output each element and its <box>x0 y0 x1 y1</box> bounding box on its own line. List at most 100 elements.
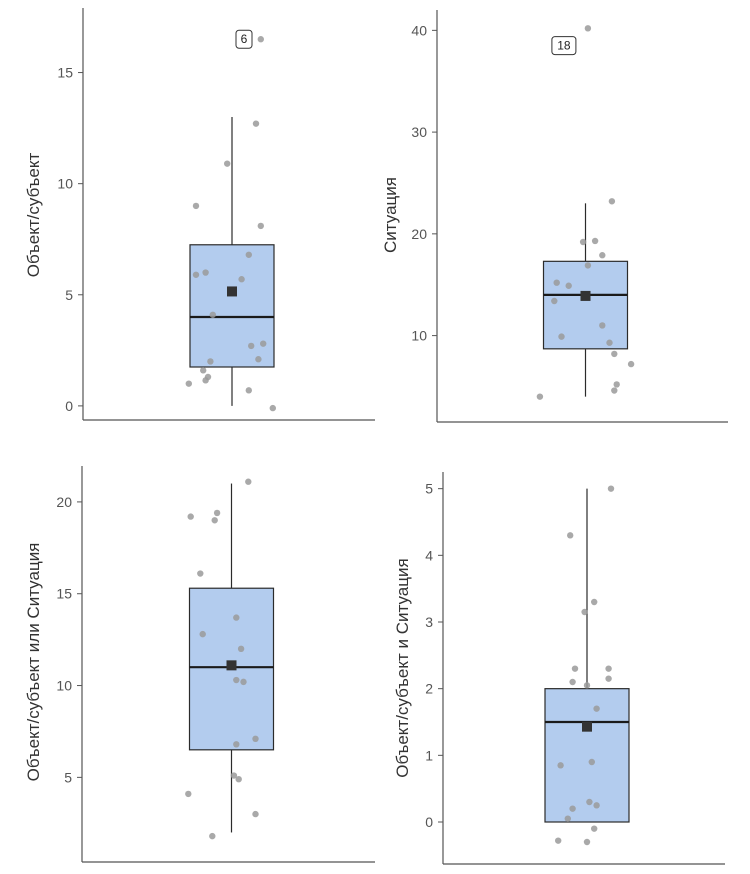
panel-object-subject: Объект/субъект 0 5 10 15 6 <box>24 8 375 421</box>
data-point <box>257 222 264 230</box>
y-tick-label: 1 <box>425 747 433 763</box>
data-point <box>565 282 572 289</box>
data-point <box>252 120 260 127</box>
y-tick-label: 10 <box>411 328 427 344</box>
data-point <box>567 532 574 539</box>
data-point <box>211 517 218 524</box>
data-point <box>185 790 192 798</box>
data-point <box>237 645 245 653</box>
data-point <box>583 838 591 846</box>
data-point <box>584 25 592 32</box>
y-axis-label: Ситуация <box>381 177 400 253</box>
data-point <box>202 377 209 384</box>
data-point <box>248 342 255 350</box>
data-point <box>581 608 588 616</box>
y-tick-label: 40 <box>411 22 427 38</box>
data-point <box>240 678 247 686</box>
y-tick-label: 0 <box>65 398 73 414</box>
outlier-label-box <box>551 36 577 56</box>
data-point <box>269 404 276 412</box>
data-point <box>607 485 615 492</box>
data-point <box>579 238 587 246</box>
data-point <box>224 160 231 167</box>
data-point <box>586 798 593 806</box>
mean-marker <box>582 721 592 732</box>
data-point <box>551 297 558 305</box>
y-axis-label: Объект/субъект <box>24 153 43 278</box>
data-point <box>569 678 576 686</box>
data-point <box>557 762 564 769</box>
y-tick-label: 4 <box>425 547 433 563</box>
data-point <box>555 837 562 844</box>
data-point <box>238 276 245 283</box>
iqr-box <box>542 260 629 350</box>
data-point <box>197 570 204 577</box>
data-point <box>209 832 216 840</box>
data-point <box>185 380 192 387</box>
data-point <box>588 758 595 766</box>
outlier-label-box <box>235 29 253 49</box>
y-tick-label: 2 <box>425 681 433 697</box>
outlier-label: 18 <box>557 39 571 53</box>
y-tick-label: 0 <box>425 814 433 830</box>
panel-object-subject-or-situation: Объект/субъект или Ситуация 5 10 15 20 <box>24 466 375 863</box>
data-point <box>564 815 571 822</box>
data-point <box>627 360 635 368</box>
y-tick-label: 5 <box>64 769 72 785</box>
data-point <box>611 387 618 394</box>
data-point <box>199 630 206 638</box>
y-axis-label: Объект/субъект и Ситуация <box>393 558 412 777</box>
data-point <box>571 665 579 672</box>
y-tick-label: 15 <box>57 65 73 81</box>
data-point <box>235 776 242 783</box>
data-point <box>536 393 544 400</box>
data-point <box>558 333 565 340</box>
outlier-label: 6 <box>241 32 248 46</box>
y-tick-label: 3 <box>425 614 433 630</box>
data-point <box>606 339 613 346</box>
data-point <box>207 358 214 365</box>
data-point <box>605 665 612 672</box>
data-point <box>245 387 252 394</box>
data-point <box>202 269 209 276</box>
data-point <box>611 350 618 358</box>
y-tick-label: 5 <box>65 287 73 303</box>
data-point <box>192 202 200 210</box>
data-point <box>233 614 240 621</box>
mean-marker <box>580 290 591 301</box>
data-point <box>252 810 259 818</box>
data-point <box>233 741 240 748</box>
data-point <box>255 356 262 363</box>
y-tick-label: 10 <box>57 176 73 192</box>
data-point <box>257 36 264 43</box>
iqr-box <box>544 688 630 823</box>
y-tick-label: 15 <box>56 586 72 602</box>
data-point <box>192 271 200 278</box>
data-point <box>584 262 592 269</box>
data-point <box>608 198 616 205</box>
panel-situation: Ситуация 10 20 30 40 18 <box>381 10 728 423</box>
data-point <box>245 251 252 258</box>
data-point <box>260 340 267 347</box>
y-tick-label: 30 <box>411 124 427 140</box>
data-point <box>213 509 221 517</box>
data-point <box>591 825 598 832</box>
data-point <box>200 367 207 374</box>
data-point <box>599 252 606 259</box>
mean-marker <box>227 286 237 297</box>
data-point <box>599 322 606 329</box>
data-point <box>187 513 194 520</box>
y-tick-label: 10 <box>56 678 72 694</box>
data-point <box>605 675 612 682</box>
data-point <box>252 735 259 742</box>
data-point <box>245 478 252 485</box>
data-point <box>209 311 216 318</box>
data-point <box>593 802 600 809</box>
data-point <box>233 676 240 684</box>
y-axis-label: Объект/субъект или Ситуация <box>24 543 43 782</box>
iqr-box <box>189 244 275 368</box>
panel-object-subject-and-situation: Объект/субъект и Ситуация 0 1 2 3 4 5 <box>393 472 725 865</box>
mean-marker <box>226 660 237 671</box>
data-point <box>569 805 576 812</box>
